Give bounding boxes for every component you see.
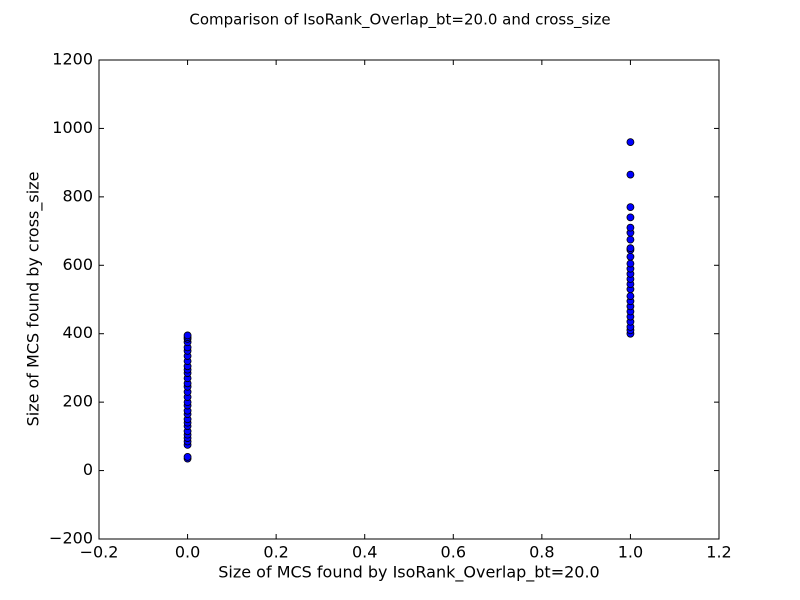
x-tick-label: 0.2 xyxy=(263,543,288,562)
point xyxy=(626,244,635,253)
point xyxy=(183,331,192,340)
point xyxy=(626,203,635,212)
x-tick-label: 1.2 xyxy=(706,543,731,562)
point xyxy=(626,223,635,232)
x-tick-label: 0.0 xyxy=(175,543,200,562)
point xyxy=(183,452,192,461)
point xyxy=(626,235,635,244)
y-tick-label: 1000 xyxy=(52,118,93,137)
x-tick-label: 0.8 xyxy=(529,543,554,562)
point xyxy=(626,138,635,147)
x-tick-label: 0.4 xyxy=(352,543,377,562)
x-tick-label: 0.6 xyxy=(441,543,466,562)
plot-frame xyxy=(98,59,720,540)
chart-title: Comparison of IsoRank_Overlap_bt=20.0 an… xyxy=(189,11,610,30)
x-tick-label: 1.0 xyxy=(618,543,643,562)
y-tick-label: 600 xyxy=(62,255,93,274)
y-tick-label: −200 xyxy=(49,529,93,548)
y-tick-label: 400 xyxy=(62,323,93,342)
point xyxy=(626,170,635,179)
point xyxy=(626,259,635,268)
y-axis-label: Size of MCS found by cross_size xyxy=(24,172,44,427)
x-axis-label: Size of MCS found by IsoRank_Overlap_bt=… xyxy=(218,563,599,583)
x-tick-label: −0.2 xyxy=(80,543,119,562)
y-tick-label: 200 xyxy=(62,392,93,411)
point xyxy=(626,213,635,222)
point xyxy=(626,252,635,261)
y-tick-label: 0 xyxy=(83,460,93,479)
point xyxy=(626,292,635,300)
y-tick-label: 1200 xyxy=(52,50,93,69)
y-tick-label: 800 xyxy=(62,186,93,205)
